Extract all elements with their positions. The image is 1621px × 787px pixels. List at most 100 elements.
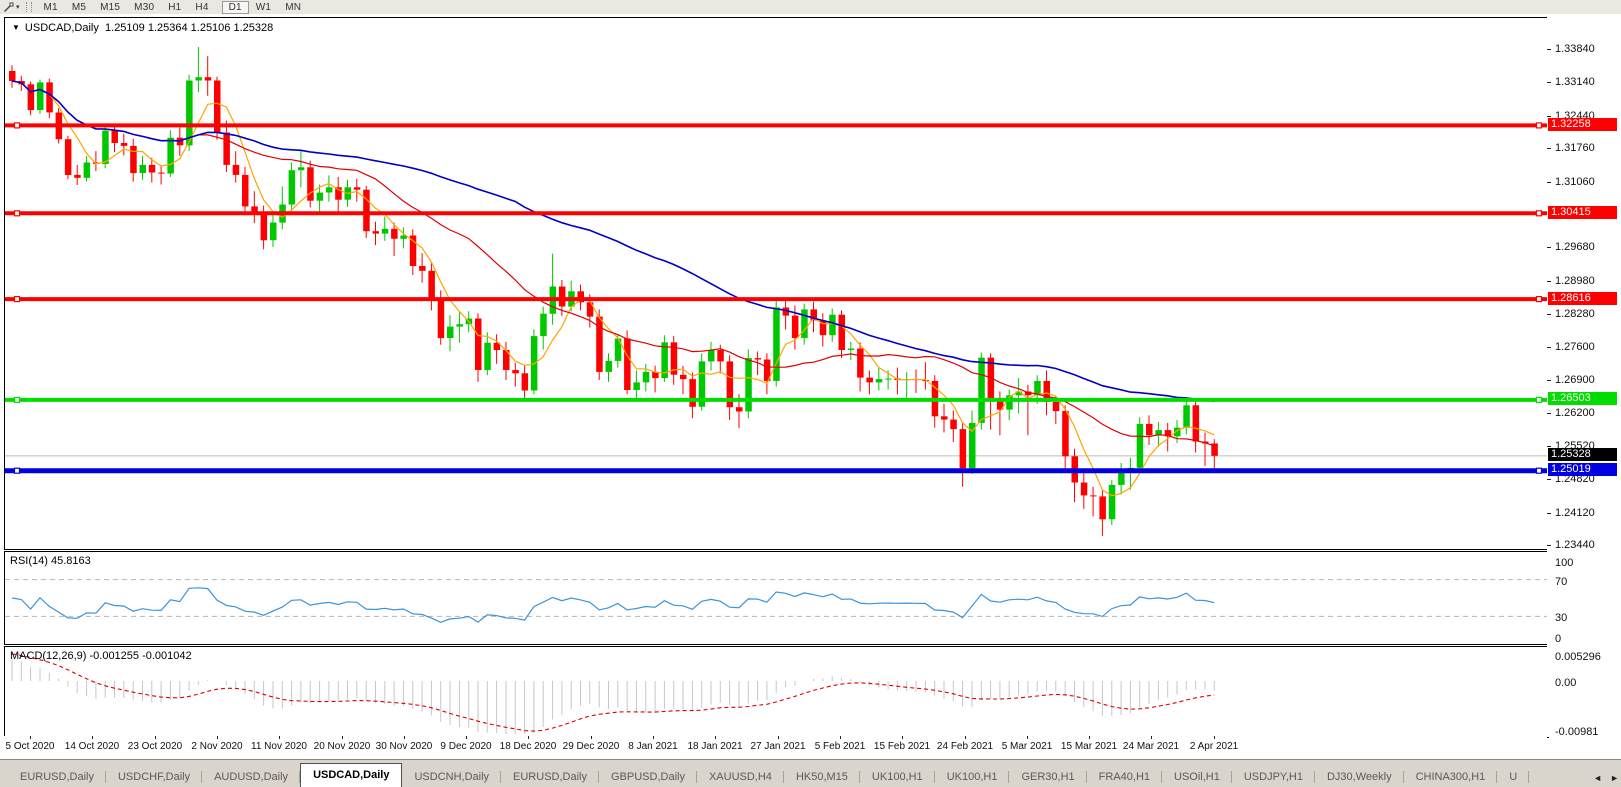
price-tick xyxy=(1547,479,1551,480)
chart-tab-hk50-m15[interactable]: HK50,M15 xyxy=(784,767,860,787)
candle-body xyxy=(996,401,1004,410)
candle-body xyxy=(875,379,883,383)
rsi-name: RSI(14) xyxy=(10,555,48,567)
candle-body xyxy=(1136,423,1144,468)
rsi-axis-label: 30 xyxy=(1555,612,1568,624)
candle-body xyxy=(83,162,91,178)
candle-body xyxy=(503,350,510,370)
chart-tab-china300-h1[interactable]: CHINA300,H1 xyxy=(1404,767,1498,787)
chart-tab-usdchf-daily[interactable]: USDCHF,Daily xyxy=(106,767,203,787)
toolbar-grip[interactable] xyxy=(25,2,32,12)
candle-body xyxy=(223,132,230,165)
chart-tab-gbpusd-daily[interactable]: GBPUSD,Daily xyxy=(599,767,697,787)
price-tick xyxy=(1547,182,1551,183)
hline-anchor[interactable] xyxy=(13,296,21,303)
rsi-canvas[interactable] xyxy=(5,552,1548,644)
macd-panel[interactable] xyxy=(4,646,1549,738)
timeframe-button-w1[interactable]: W1 xyxy=(255,1,272,13)
date-label: 8 Jan 2021 xyxy=(628,741,678,752)
candle-body xyxy=(829,314,836,336)
price-tick-label: 1.23440 xyxy=(1555,539,1595,551)
hline-anchor[interactable] xyxy=(1535,210,1543,217)
hline-anchor[interactable] xyxy=(1535,296,1543,303)
chart-tab-usoil-h1[interactable]: USOil,H1 xyxy=(1162,767,1232,787)
chart-window: ▼ USDCAD,Daily 1.25109 1.25364 1.25106 1.… xyxy=(0,14,1621,759)
candle-body xyxy=(111,130,118,143)
candle-body xyxy=(167,137,174,174)
macd-signal-line xyxy=(11,653,1215,732)
macd-canvas[interactable] xyxy=(5,647,1548,736)
date-axis[interactable]: 5 Oct 2020 14 Oct 2020 23 Oct 2020 2 Nov 20… xyxy=(4,736,1547,759)
tab-scroll-left-icon[interactable]: ◄ xyxy=(1593,773,1603,783)
price-tick xyxy=(1547,446,1551,447)
hline-anchor[interactable] xyxy=(13,210,21,217)
timeframe-button-m15[interactable]: M15 xyxy=(100,1,121,13)
candle-body xyxy=(708,350,715,362)
rsi-axis-label: 0 xyxy=(1555,633,1562,645)
hline-anchor[interactable] xyxy=(1535,396,1543,403)
crosshair-glyph xyxy=(4,2,14,12)
price-tick xyxy=(1547,545,1551,546)
timeframe-button-mn[interactable]: MN xyxy=(285,1,302,13)
rsi-panel[interactable] xyxy=(4,551,1549,645)
candle-body xyxy=(698,361,706,407)
candle-body xyxy=(791,315,799,338)
price-badge-1.25328: 1.25328 xyxy=(1548,448,1617,461)
chart-tab-usdcad-daily[interactable]: USDCAD,Daily xyxy=(300,763,403,787)
hline-anchor[interactable] xyxy=(1535,122,1543,129)
timeframe-button-m5[interactable]: M5 xyxy=(71,1,87,13)
date-label: 24 Mar 2021 xyxy=(1122,741,1180,752)
candle-body xyxy=(754,358,762,360)
price-chart-panel[interactable] xyxy=(4,17,1549,550)
chart-tab-uk100-h1[interactable]: UK100,H1 xyxy=(860,767,935,787)
timeframe-button-h1[interactable]: H1 xyxy=(168,1,182,13)
candle-body xyxy=(1015,391,1023,396)
tab-scroll-right-icon[interactable]: ► xyxy=(1610,773,1619,783)
mid-ma-line xyxy=(11,80,1215,447)
rsi-value: 45.8163 xyxy=(50,555,91,567)
price-badge-1.25019: 1.25019 xyxy=(1548,463,1617,476)
chart-tab-usdjpy-h1[interactable]: USDJPY,H1 xyxy=(1232,767,1316,787)
candle-body xyxy=(102,130,109,164)
price-chart-canvas[interactable] xyxy=(5,18,1548,549)
price-tick-label: 1.24820 xyxy=(1555,473,1595,485)
candle-body xyxy=(158,172,165,174)
candle-body xyxy=(614,338,622,361)
chart-tab-eurusd-daily[interactable]: EURUSD,Daily xyxy=(501,767,599,787)
hline-anchor[interactable] xyxy=(13,467,21,474)
candle-body xyxy=(353,187,361,190)
chart-dropdown-icon[interactable]: ▼ xyxy=(12,23,20,32)
date-label: 20 Nov 2020 xyxy=(313,741,371,752)
tool-dropdown-icon[interactable]: ▾ xyxy=(16,4,20,11)
date-tick xyxy=(404,736,405,739)
candle-body xyxy=(493,342,501,350)
price-axis[interactable]: 1.33840 1.33140 1.32440 1.31760 1.31060 1.296… xyxy=(1547,17,1621,738)
rsi-axis-label: 70 xyxy=(1555,576,1568,588)
candle-body xyxy=(27,84,35,111)
chart-tab-u[interactable]: U xyxy=(1497,767,1530,787)
hline-anchor[interactable] xyxy=(13,396,21,403)
timeframe-button-d1[interactable]: D1 xyxy=(221,0,249,14)
hline-anchor[interactable] xyxy=(1535,467,1543,474)
candle-body xyxy=(1006,395,1013,410)
chart-tab-xauusd-h4[interactable]: XAUUSD,H4 xyxy=(697,767,784,787)
price-tick-label: 1.28280 xyxy=(1555,308,1595,320)
candle-body xyxy=(419,266,426,271)
line-tool-icon[interactable]: ▾ xyxy=(1,1,22,14)
chart-tab-audusd-daily[interactable]: AUDUSD,Daily xyxy=(202,767,301,787)
price-tick xyxy=(1547,347,1551,348)
chart-tab-eurusd-daily[interactable]: EURUSD,Daily xyxy=(8,767,106,787)
date-tick xyxy=(965,736,966,739)
chart-tab-ger30-h1[interactable]: GER30,H1 xyxy=(1009,767,1087,787)
date-tick xyxy=(902,736,903,739)
date-label: 2 Nov 2020 xyxy=(191,741,243,752)
candle-body xyxy=(251,206,258,214)
timeframe-button-h4[interactable]: H4 xyxy=(195,1,209,13)
chart-tab-usdcnh-daily[interactable]: USDCNH,Daily xyxy=(402,767,501,787)
timeframe-button-m1[interactable]: M1 xyxy=(43,1,58,13)
chart-tab-fra40-h1[interactable]: FRA40,H1 xyxy=(1087,767,1163,787)
timeframe-button-m30[interactable]: M30 xyxy=(134,1,155,13)
chart-tab-uk100-h1[interactable]: UK100,H1 xyxy=(935,767,1010,787)
chart-tab-dj30-weekly[interactable]: DJ30,Weekly xyxy=(1315,767,1404,787)
hline-anchor[interactable] xyxy=(13,122,21,129)
